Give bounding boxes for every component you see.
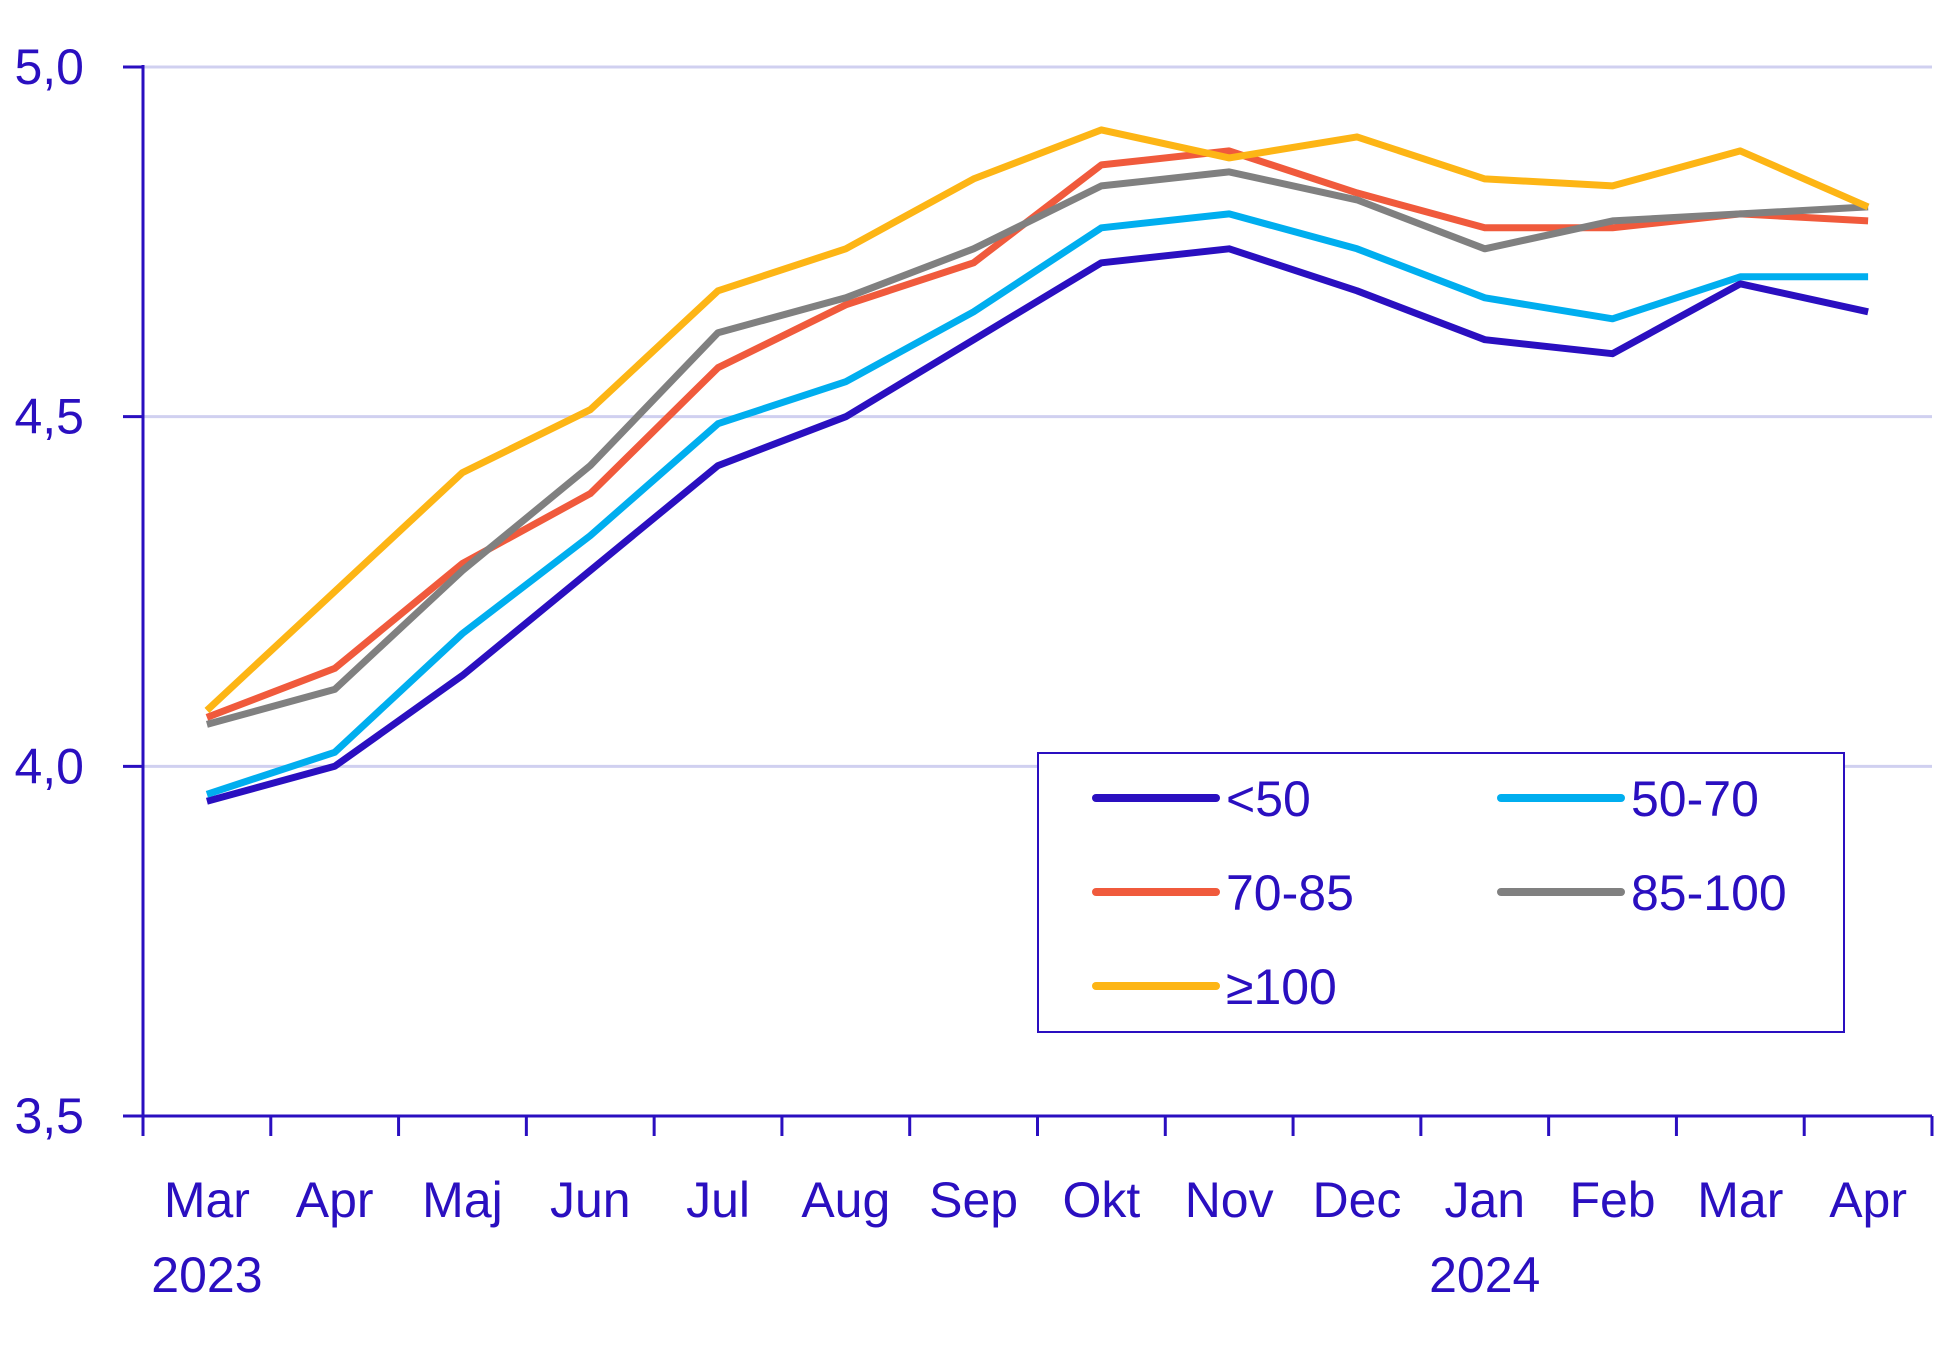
- legend-label: ≥100: [1226, 959, 1337, 1015]
- x-tick-label: Okt: [1062, 1172, 1140, 1228]
- x-tick-label: Jun: [550, 1172, 631, 1228]
- x-tick-label: Feb: [1569, 1172, 1655, 1228]
- series-line: [205, 210, 1869, 798]
- y-tick-label: 3,5: [14, 1088, 84, 1144]
- year-label: 2024: [1429, 1247, 1540, 1303]
- series-line: [205, 245, 1869, 805]
- y-tick-label: 4,5: [14, 389, 84, 445]
- legend-label: 50-70: [1631, 771, 1759, 827]
- legend-label: 85-100: [1631, 865, 1787, 921]
- y-tick-label: 5,0: [14, 39, 84, 95]
- y-tick-label: 4,0: [14, 738, 84, 794]
- series-line: [204, 126, 1870, 713]
- legend-label: <50: [1226, 771, 1311, 827]
- series-lines: [204, 126, 1870, 805]
- x-tick-label: Aug: [801, 1172, 890, 1228]
- legend: <50 50-70 70-85 85-100 ≥100: [1037, 752, 1845, 1033]
- x-tick-label: Maj: [422, 1172, 503, 1228]
- x-tick-label: Dec: [1313, 1172, 1402, 1228]
- x-tick-label: Jul: [686, 1172, 750, 1228]
- legend-label: 70-85: [1226, 865, 1354, 921]
- x-tick-label: Jan: [1444, 1172, 1525, 1228]
- x-tick-label: Mar: [1697, 1172, 1783, 1228]
- x-tick-label: Apr: [296, 1172, 374, 1228]
- axes: [123, 65, 1934, 1136]
- x-tick-label: Sep: [929, 1172, 1018, 1228]
- x-tick-label: Nov: [1185, 1172, 1274, 1228]
- axis-labels: 3,5 4,0 4,5 5,0 Mar Apr Maj Jun Jul Aug Sep Okt Nov D…: [14, 39, 1907, 1303]
- series-line: [205, 168, 1869, 728]
- x-tick-label: Apr: [1829, 1172, 1907, 1228]
- x-tick-label: Mar: [164, 1172, 250, 1228]
- year-label: 2023: [151, 1247, 262, 1303]
- series-line: [205, 147, 1869, 721]
